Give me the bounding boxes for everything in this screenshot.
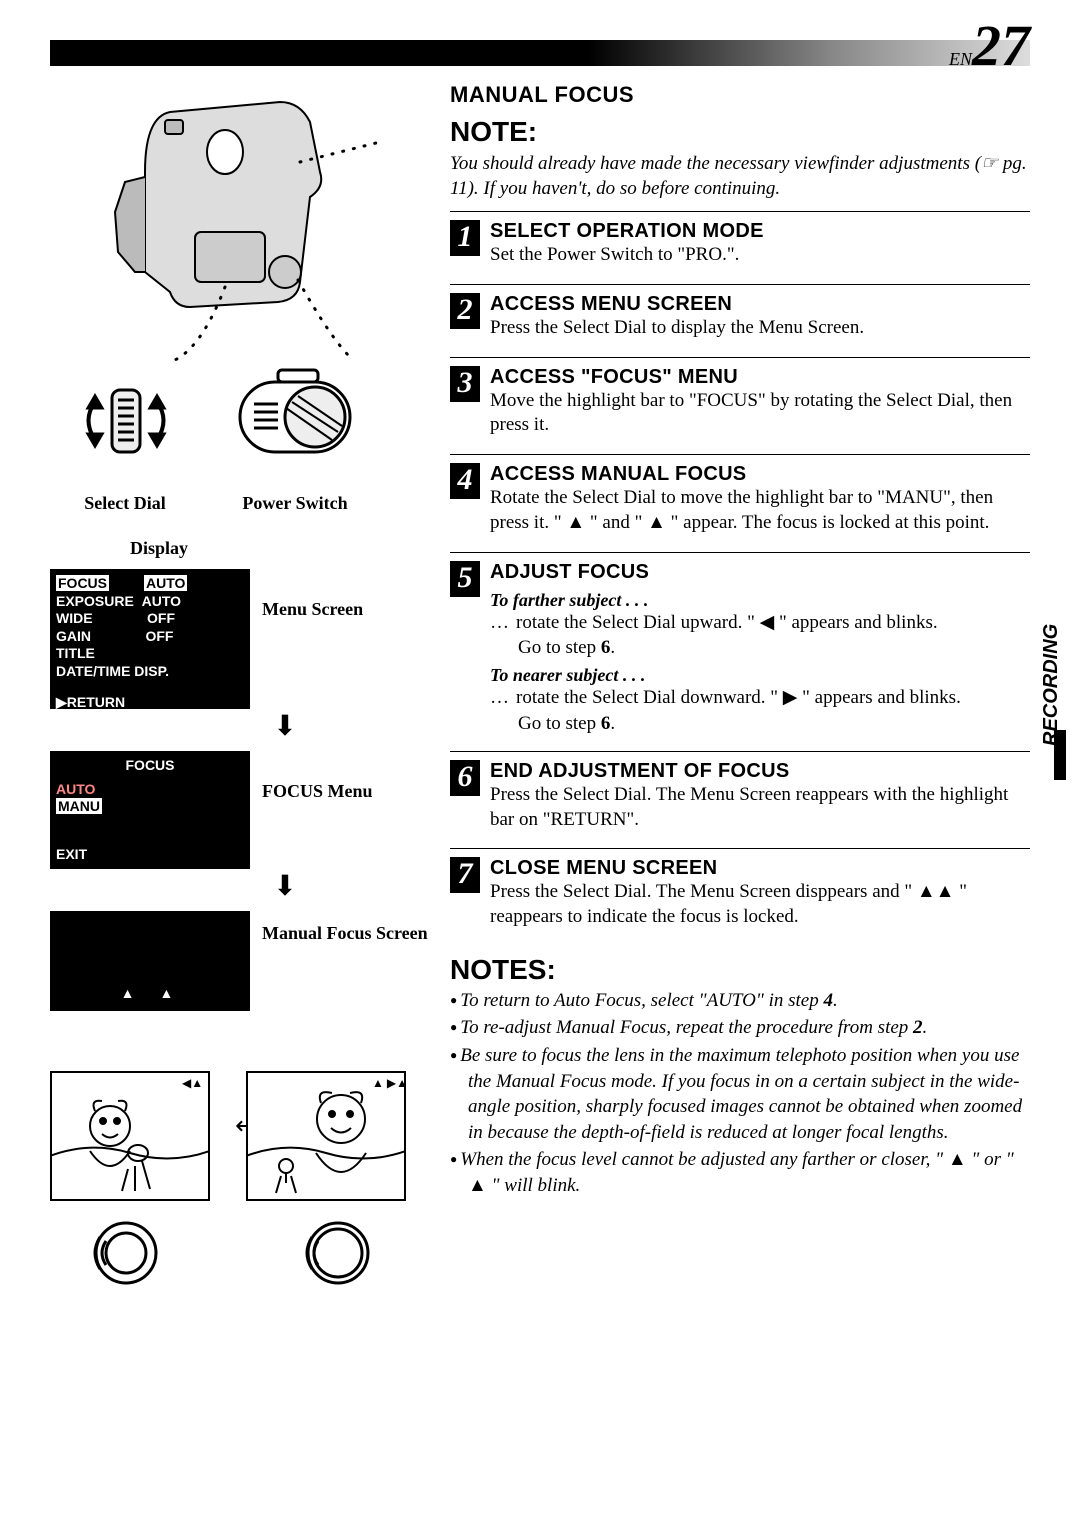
step-heading: ACCESS MANUAL FOCUS xyxy=(490,463,1030,486)
power-switch-illustration xyxy=(220,362,370,482)
menu-screen: FOCUS AUTO EXPOSURE AUTO WIDE OFF GAIN O… xyxy=(50,569,250,709)
step: 6 END ADJUSTMENT OF FOCUSPress the Select… xyxy=(450,751,1030,842)
notes-title: NOTES: xyxy=(450,954,1030,986)
side-tab: RECORDING xyxy=(1040,600,1066,770)
step-number: 1 xyxy=(450,220,480,256)
step-heading: ADJUST FOCUS xyxy=(490,561,1030,584)
note-item: To return to Auto Focus, select "AUTO" i… xyxy=(450,988,1030,1014)
note-body: You should already have made the necessa… xyxy=(450,152,1030,201)
down-arrow-icon: ⬇ xyxy=(140,713,430,741)
note-item: Be sure to focus the lens in the maximum… xyxy=(450,1043,1030,1146)
step: 5ADJUST FOCUSTo farther subject . . .rot… xyxy=(450,552,1030,745)
right-column: MANUAL FOCUS NOTE: You should already ha… xyxy=(450,82,1030,1289)
step-heading: SELECT OPERATION MODE xyxy=(490,220,1030,243)
page-prefix: EN xyxy=(949,49,972,69)
step-text: Rotate the Select Dial to move the highl… xyxy=(490,486,1030,535)
focus-menu-label: FOCUS Menu xyxy=(262,781,373,802)
step-heading: END ADJUSTMENT OF FOCUS xyxy=(490,760,1030,783)
page-num: 27 xyxy=(972,13,1030,78)
step-goto: Go to step 6. xyxy=(490,713,1030,735)
svg-text:▲ ▶▲: ▲ ▶▲ xyxy=(372,1076,406,1090)
menu-screen-label: Menu Screen xyxy=(262,599,363,620)
power-switch-label: Power Switch xyxy=(220,493,370,514)
manual-focus-screen: ▲ ▲ xyxy=(50,911,250,1011)
step: 2 ACCESS MENU SCREENPress the Select Dial… xyxy=(450,284,1030,351)
menu-row: FOCUS xyxy=(56,575,109,591)
display-label: Display xyxy=(130,538,430,559)
step-bullet: rotate the Select Dial upward. " ◀ " app… xyxy=(490,611,1030,636)
step: 4 ACCESS MANUAL FOCUSRotate the Select Di… xyxy=(450,454,1030,545)
step-subhead: To nearer subject . . . xyxy=(490,665,1030,686)
step-number: 6 xyxy=(450,760,480,796)
header-bar: EN27 xyxy=(50,40,1030,66)
step-number: 2 xyxy=(450,293,480,329)
menu-return: ▶RETURN xyxy=(56,694,244,712)
step-text: Press the Select Dial. The Menu Screen d… xyxy=(490,880,1030,929)
step-number: 4 xyxy=(450,463,480,499)
notes-list: To return to Auto Focus, select "AUTO" i… xyxy=(450,988,1030,1199)
step-goto: Go to step 6. xyxy=(490,637,1030,659)
step-text: Press the Select Dial. The Menu Screen r… xyxy=(490,783,1030,832)
page-number: EN27 xyxy=(949,12,1030,79)
step-subhead: To farther subject . . . xyxy=(490,590,1030,611)
step-heading: ACCESS "FOCUS" MENU xyxy=(490,366,1030,389)
svg-text:◀▲ ▲: ◀▲ ▲ xyxy=(182,1076,210,1090)
note-title: NOTE: xyxy=(450,116,1030,148)
note-item: To re-adjust Manual Focus, repeat the pr… xyxy=(450,1015,1030,1041)
step-text: Set the Power Switch to "PRO.". xyxy=(490,243,1030,268)
select-dial-label: Select Dial xyxy=(50,493,200,514)
down-arrow-icon: ⬇ xyxy=(140,873,430,901)
step-heading: CLOSE MENU SCREEN xyxy=(490,857,1030,880)
subject-illustrations: ◀▲ ▲ ⟵⟶ ▲ ▶▲ xyxy=(50,1071,430,1201)
select-dial-illustration xyxy=(50,362,200,482)
step: 3 ACCESS "FOCUS" MENUMove the highlight b… xyxy=(450,357,1030,448)
camera-illustration xyxy=(50,82,380,372)
step-heading: ACCESS MENU SCREEN xyxy=(490,293,1030,316)
step-text: Move the highlight bar to "FOCUS" by rot… xyxy=(490,389,1030,438)
focus-menu-exit: EXIT xyxy=(56,846,87,864)
note-item: When the focus level cannot be adjusted … xyxy=(450,1147,1030,1198)
focus-menu-title: FOCUS xyxy=(56,757,244,775)
focus-menu-screen: FOCUS AUTO MANU EXIT xyxy=(50,751,250,869)
step-number: 5 xyxy=(450,561,480,597)
step-bullet: rotate the Select Dial downward. " ▶ " a… xyxy=(490,686,1030,711)
step-text: Press the Select Dial to display the Men… xyxy=(490,316,1030,341)
step: 1 SELECT OPERATION MODESet the Power Swit… xyxy=(450,211,1030,278)
left-column: Select Dial xyxy=(50,82,450,1289)
manual-focus-label: Manual Focus Screen xyxy=(262,923,428,944)
side-tab-text: RECORDING xyxy=(1040,624,1062,746)
step: 7 CLOSE MENU SCREENPress the Select Dial.… xyxy=(450,848,1030,939)
focus-ring-illustrations xyxy=(50,1217,430,1289)
section-title: MANUAL FOCUS xyxy=(450,82,1030,108)
step-number: 3 xyxy=(450,366,480,402)
step-number: 7 xyxy=(450,857,480,893)
